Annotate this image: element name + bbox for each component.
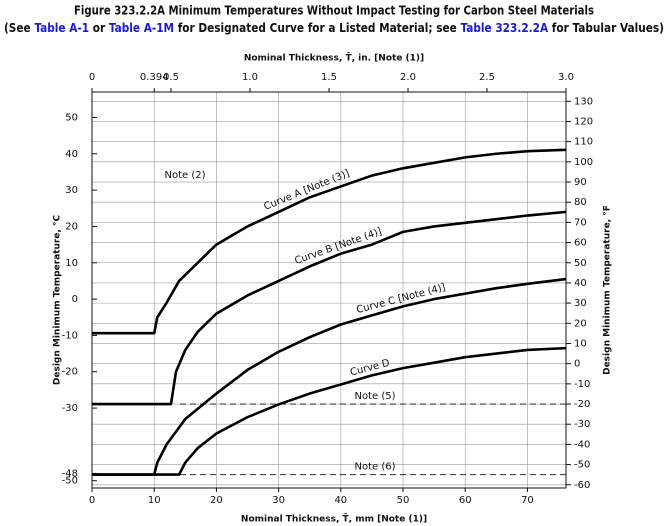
x-tick-label: 10 <box>148 495 161 506</box>
curve-line <box>92 210 567 406</box>
x-tick-label: 40 <box>334 495 347 506</box>
x-tick-label: 30 <box>272 495 285 506</box>
y2-tick-label: 30 <box>574 298 587 309</box>
y2-tick-label: 90 <box>574 177 587 188</box>
y-tick-label: 0 <box>72 294 78 305</box>
y2-tick-label: 110 <box>574 137 593 148</box>
chart-subtitle: (See Table A-1 or Table A-1M for Designa… <box>4 20 664 35</box>
y-tick-label: -30 <box>62 403 78 414</box>
subtitle-link[interactable]: Table 323.2.2A <box>460 20 548 35</box>
x2-tick-label: 1.0 <box>242 72 258 83</box>
y2-tick-label: -20 <box>574 399 590 410</box>
y-tick-label: 30 <box>65 185 78 196</box>
y2-tick-label: 20 <box>574 318 587 329</box>
subtitle-text: or <box>89 20 109 35</box>
x-axis-title: Nominal Thickness, T̄, mm [Note (1)] <box>241 513 427 525</box>
annotation: Note (2) <box>164 170 205 181</box>
y2-tick-label: 10 <box>574 338 587 349</box>
curve-line <box>92 277 567 476</box>
y2-tick-label: 40 <box>574 278 587 289</box>
curve-line <box>92 148 567 335</box>
x2-tick-label: 1.5 <box>321 72 337 83</box>
y2-tick-label: 80 <box>574 197 587 208</box>
reference-label: Note (5) <box>354 391 395 402</box>
x-tick-label: 70 <box>521 495 534 506</box>
reference-label: Note (6) <box>354 462 395 473</box>
y2-tick-label: -60 <box>574 480 590 491</box>
x-tick-label: 60 <box>459 495 472 506</box>
x2-tick-label: 2.0 <box>400 72 416 83</box>
y2-tick-label: -40 <box>574 439 590 450</box>
x-tick-label: 20 <box>210 495 223 506</box>
y-tick-label: 10 <box>65 258 78 269</box>
y-tick-label: 40 <box>65 149 78 160</box>
x2-tick-label: 0.394 <box>140 72 169 83</box>
x-tick-label: 0 <box>89 495 95 506</box>
y-axis-title: Design Minimum Temperature, °C <box>53 215 63 386</box>
y2-tick-label: 50 <box>574 258 587 269</box>
chart-title: Figure 323.2.2A Minimum Temperatures Wit… <box>74 3 594 18</box>
y-tick-label: -50 <box>62 476 78 487</box>
y-tick-label: -10 <box>62 330 78 341</box>
x2-axis-title: Nominal Thickness, T̄, in. [Note (1)] <box>244 52 424 64</box>
y2-tick-label: -30 <box>574 419 590 430</box>
curve-line <box>92 346 567 476</box>
subtitle-text: for Tabular Values) <box>548 20 664 35</box>
subtitle-link[interactable]: Table A-1 <box>34 20 89 35</box>
y2-tick-label: 60 <box>574 238 587 249</box>
x2-tick-label: 0 <box>89 72 95 83</box>
subtitle-link[interactable]: Table A-1M <box>109 20 174 35</box>
y-tick-label: 50 <box>65 112 78 123</box>
y2-tick-label: 0 <box>574 359 580 370</box>
y2-tick-label: 100 <box>574 157 593 168</box>
y-tick-label: -48 <box>62 468 78 479</box>
y2-tick-label: 120 <box>574 116 593 127</box>
x2-tick-label: 2.5 <box>479 72 495 83</box>
x2-tick-label: 3.0 <box>558 72 574 83</box>
subtitle-text: (See <box>4 20 34 35</box>
x2-tick-label: 0.5 <box>163 72 179 83</box>
y2-tick-label: -50 <box>574 460 590 471</box>
y2-axis-title: Design Minimum Temperature, °F <box>603 205 613 375</box>
x-tick-label: 50 <box>397 495 410 506</box>
subtitle-text: for Designated Curve for a Listed Materi… <box>174 20 460 35</box>
y-tick-label: 20 <box>65 221 78 232</box>
y-tick-label: -20 <box>62 367 78 378</box>
y2-tick-label: 70 <box>574 217 587 228</box>
y2-tick-label: 130 <box>574 96 593 107</box>
y2-tick-label: -10 <box>574 379 590 390</box>
